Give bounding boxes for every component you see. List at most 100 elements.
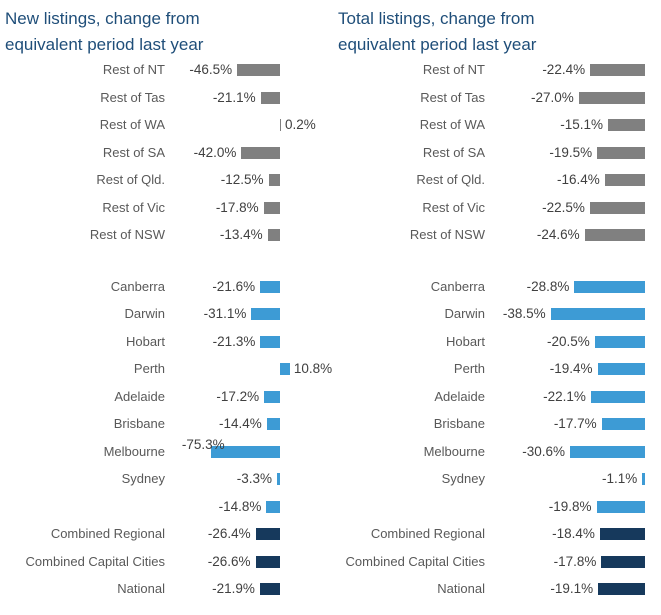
category-label: Rest of NSW — [89, 227, 165, 242]
value-label: -3.3% — [236, 471, 272, 486]
category-label: Canberra — [110, 278, 165, 294]
bar — [260, 91, 280, 104]
value-label: -13.4% — [219, 227, 263, 242]
value-label: -21.3% — [212, 333, 256, 349]
category-label: Rest of Vic — [102, 199, 165, 215]
category-label: Adelaide — [114, 388, 165, 404]
chart-title-line-2: equivalent period last year — [5, 35, 204, 54]
value-label: -42.0% — [193, 144, 237, 160]
value-label: -46.5% — [189, 62, 233, 77]
bar — [280, 363, 290, 375]
category-label: Rest of Qld. — [96, 172, 165, 187]
chart-title-line-1: Total listings, change from — [338, 9, 535, 28]
bar — [642, 473, 645, 485]
value-label: -22.1% — [543, 388, 586, 404]
value-label: -12.5% — [220, 172, 264, 187]
value-label: -22.4% — [542, 62, 586, 77]
bar — [594, 335, 645, 348]
value-label: -31.1% — [203, 306, 247, 321]
bar — [266, 500, 280, 513]
value-label: -17.7% — [553, 416, 597, 431]
category-label: Canberra — [430, 278, 485, 294]
category-label: Rest of WA — [419, 117, 485, 132]
category-label: Sydney — [441, 471, 485, 486]
value-label: -24.6% — [536, 227, 580, 242]
bar — [255, 528, 280, 540]
value-label: -21.1% — [212, 89, 256, 105]
bar — [263, 201, 280, 214]
value-label: -26.6% — [207, 553, 251, 569]
chart-total-listings: Total listings, change from equivalent p… — [330, 0, 661, 615]
bar — [601, 418, 645, 430]
value-label: -20.5% — [547, 333, 590, 349]
value-label: -21.9% — [212, 581, 255, 596]
bar — [601, 555, 645, 568]
category-label: Rest of Qld. — [416, 172, 485, 187]
bar — [255, 555, 280, 568]
category-label: Darwin — [444, 306, 485, 321]
chart-title-line-1: New listings, change from — [5, 9, 200, 28]
bar — [550, 308, 645, 320]
category-label: Melbourne — [103, 443, 165, 459]
bar — [268, 174, 280, 186]
bar — [598, 583, 645, 595]
category-label: Brisbane — [113, 416, 165, 431]
category-label: Brisbane — [433, 416, 485, 431]
bar — [264, 390, 280, 403]
value-label: -1.1% — [602, 471, 638, 486]
bar — [584, 229, 645, 241]
bar — [589, 201, 645, 214]
value-label: 0.2% — [285, 117, 316, 132]
value-label: -19.8% — [548, 498, 592, 514]
value-label: -17.8% — [553, 553, 597, 569]
value-label: -26.4% — [207, 526, 251, 541]
value-label: -38.5% — [502, 306, 546, 321]
value-label: -75.3% — [181, 436, 225, 452]
bar — [590, 64, 645, 76]
value-label: -19.1% — [550, 581, 594, 596]
value-label: -15.1% — [560, 117, 603, 132]
chart-title: Total listings, change from equivalent p… — [338, 6, 536, 58]
category-label: Perth — [453, 361, 485, 376]
category-label: Combined Capital Cities — [25, 553, 165, 569]
value-label: -19.4% — [549, 361, 593, 376]
category-label: Hobart — [445, 333, 485, 349]
value-label: -28.8% — [526, 278, 570, 294]
category-label: Combined Capital Cities — [345, 553, 485, 569]
bar — [241, 146, 280, 159]
bar — [280, 119, 281, 131]
category-label: Adelaide — [434, 388, 485, 404]
bar — [237, 64, 280, 76]
chart-new-listings: New listings, change from equivalent per… — [0, 0, 332, 615]
value-label: -17.2% — [216, 388, 260, 404]
category-label: Rest of Vic — [422, 199, 485, 215]
category-label: Rest of SA — [422, 144, 485, 160]
bar — [578, 91, 645, 104]
category-label: Hobart — [125, 333, 165, 349]
chart-title: New listings, change from equivalent per… — [5, 6, 203, 58]
value-label: -16.4% — [557, 172, 600, 187]
bar — [608, 119, 645, 131]
category-label: Rest of SA — [102, 144, 165, 160]
category-label: Rest of WA — [99, 117, 165, 132]
value-label: -22.5% — [542, 199, 585, 215]
category-label: Rest of NSW — [409, 227, 485, 242]
category-label: Sydney — [121, 471, 165, 486]
bar — [597, 363, 645, 375]
value-label: -14.4% — [219, 416, 262, 431]
bar — [604, 174, 645, 186]
value-label: -17.8% — [215, 199, 259, 215]
category-label: Perth — [133, 361, 165, 376]
bar — [590, 390, 645, 403]
value-label: -14.8% — [218, 498, 262, 514]
category-label: Rest of NT — [422, 62, 485, 77]
value-label: -21.6% — [212, 278, 256, 294]
bar — [277, 473, 280, 485]
value-label: -27.0% — [531, 89, 574, 105]
category-label: Rest of Tas — [100, 89, 165, 105]
bar — [210, 445, 280, 458]
category-label: Combined Regional — [50, 526, 165, 541]
bar — [251, 308, 280, 320]
value-label: -18.4% — [552, 526, 595, 541]
bar — [259, 583, 280, 595]
